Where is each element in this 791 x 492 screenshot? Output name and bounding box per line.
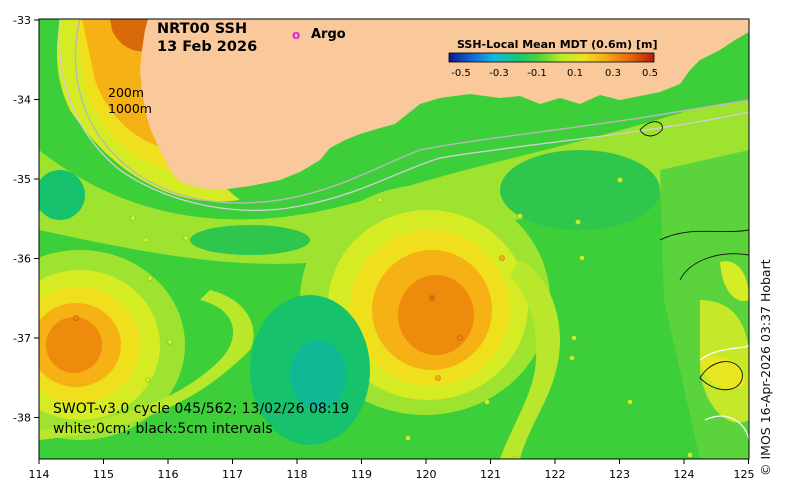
swot-pass-annotation: SWOT-v3.0 cycle 045/562; 13/02/26 08:19: [53, 401, 349, 417]
lon-tick-label: 118: [287, 468, 308, 481]
lon-tick-label: 122: [545, 468, 566, 481]
map-frame: [38, 18, 750, 460]
lon-tick-label: 115: [93, 468, 114, 481]
lat-tick-label: -37: [13, 332, 31, 345]
map-title-date: 13 Feb 2026: [157, 39, 257, 55]
lat-tick-label: -38: [13, 412, 31, 425]
axis-tick-marks: [34, 19, 749, 464]
colorbar-tick: 0.1: [567, 68, 583, 79]
drifter-markers: [130, 177, 693, 459]
lat-tick-label: -35: [13, 173, 31, 186]
swot-swath: [660, 150, 749, 459]
lat-tick-label: -34: [13, 94, 31, 107]
ssh-field: [39, 19, 749, 459]
lon-tick-label: 116: [158, 468, 179, 481]
lon-tick-label: 114: [29, 468, 50, 481]
isobath-label-1000m: 1000m: [108, 101, 152, 116]
contour-legend-annotation: white:0cm; black:5cm intervals: [53, 421, 273, 437]
map-title-product: NRT00 SSH: [157, 21, 247, 37]
lon-tick-label: 119: [351, 468, 372, 481]
colorbar-tick: -0.5: [451, 68, 471, 79]
argo-marker-icon: o: [292, 28, 300, 42]
colorbar-tick: -0.1: [527, 68, 547, 79]
imos-credit: © IMOS 16-Apr-2026 03:37 Hobart: [758, 259, 773, 476]
lon-tick-label: 117: [222, 468, 243, 481]
argo-legend-label: Argo: [311, 27, 346, 42]
lat-tick-label: -36: [13, 253, 31, 266]
lon-tick-label: 124: [674, 468, 695, 481]
lon-tick-label: 121: [480, 468, 501, 481]
lat-tick-label: -33: [13, 14, 31, 27]
lon-tick-label: 125: [734, 468, 755, 481]
colorbar: SSH-Local Mean MDT (0.6m) [m] -0.5 -0.3 …: [448, 38, 658, 79]
lon-tick-label: 123: [609, 468, 630, 481]
lon-tick-label: 120: [416, 468, 437, 481]
isobath-label-200m: 200m: [108, 85, 144, 100]
colorbar-tick: 0.5: [642, 68, 658, 79]
colorbar-tick: 0.3: [605, 68, 621, 79]
colorbar-tick: -0.3: [489, 68, 509, 79]
colorbar-title: SSH-Local Mean MDT (0.6m) [m]: [457, 38, 657, 51]
west-warm-eddy: [39, 250, 185, 440]
